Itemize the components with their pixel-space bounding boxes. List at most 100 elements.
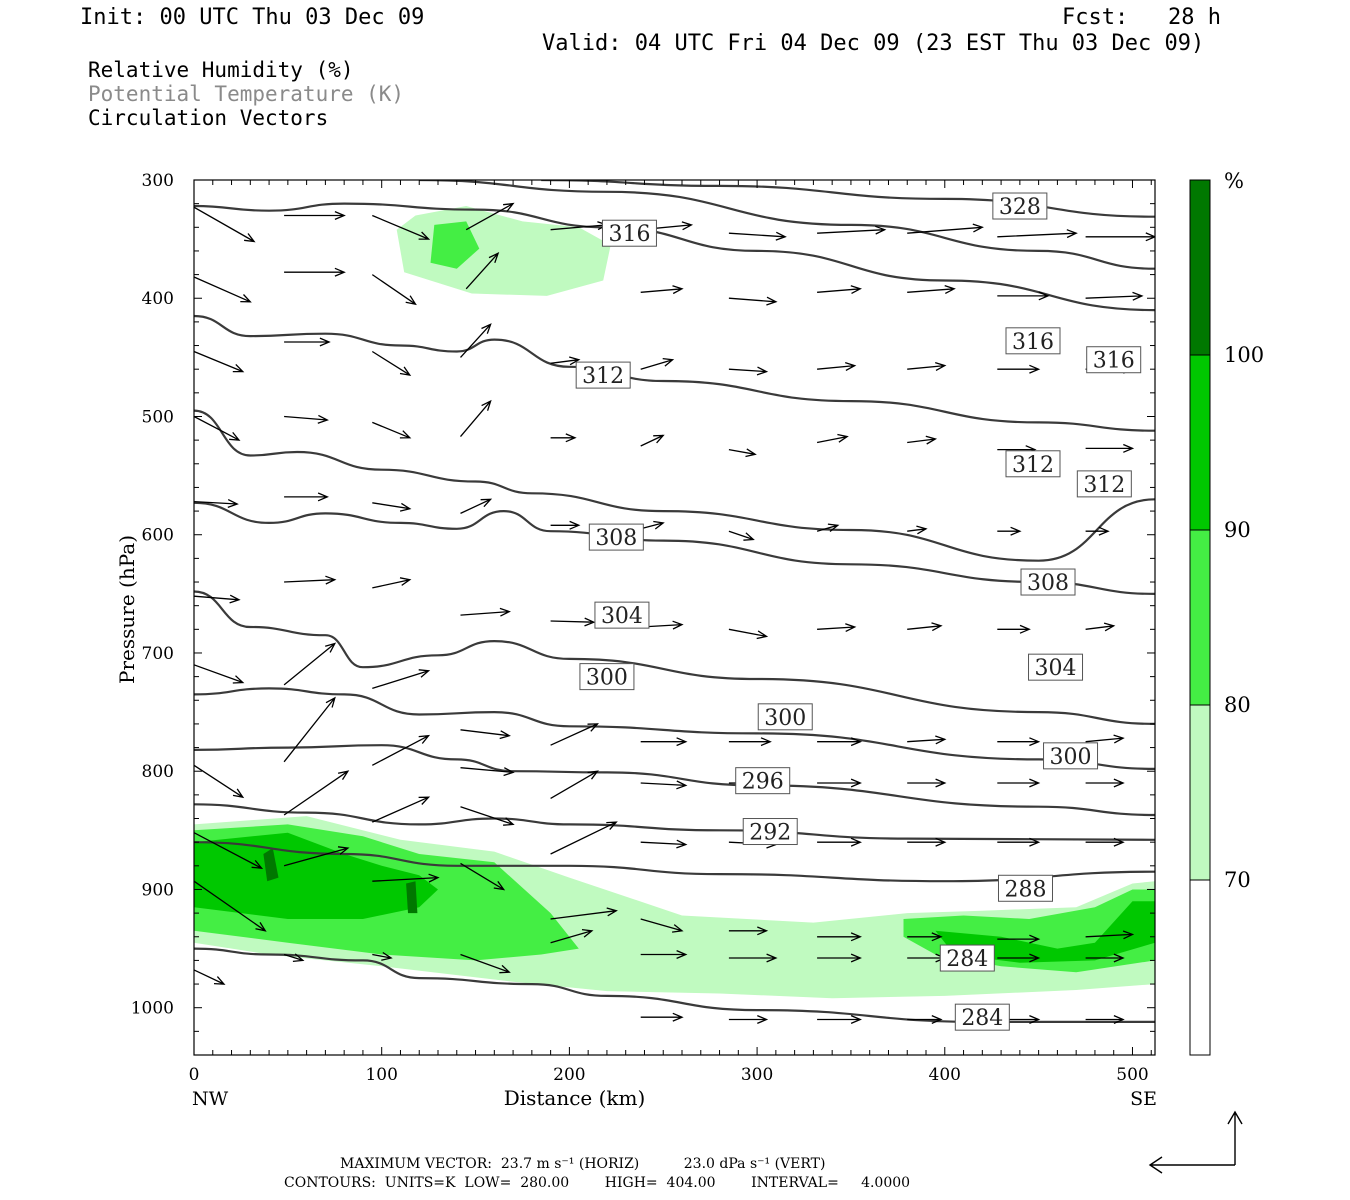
vector-arrow — [194, 415, 241, 441]
vector-arrow — [372, 796, 431, 823]
vector-arrow — [371, 350, 412, 376]
vector-arrow — [550, 433, 577, 443]
rh-region-100 — [406, 881, 418, 914]
isentrope-288 — [194, 841, 1155, 883]
vector-arrow — [640, 1012, 684, 1022]
reference-vector-vertical — [1227, 1110, 1243, 1165]
legend-vectors: Circulation Vectors — [88, 106, 329, 130]
colorbar-segment — [1190, 880, 1210, 1055]
vector-arrow — [640, 285, 684, 295]
contour-label: 292 — [749, 821, 791, 846]
vector-arrow — [550, 907, 618, 920]
vector-arrow — [1085, 734, 1125, 744]
y-axis-label: Pressure (hPa) — [115, 535, 139, 684]
vector-arrow — [550, 928, 594, 944]
vector-arrow — [728, 231, 787, 241]
rh-region-80 — [430, 221, 480, 269]
x-tick-label: 400 — [929, 1065, 961, 1085]
contour-label-box — [939, 944, 995, 972]
vector-arrow — [816, 523, 840, 533]
vector-arrow — [997, 291, 1050, 301]
vector-arrow — [550, 356, 581, 366]
contour-label: 300 — [764, 706, 806, 731]
vector-arrow — [283, 953, 305, 963]
vector-arrow — [284, 267, 346, 277]
vector-arrow — [1085, 291, 1144, 301]
vector-arrow — [372, 577, 412, 589]
colorbar-frame — [1189, 179, 1211, 1056]
vector-arrow — [283, 642, 337, 686]
x-tick-label: 200 — [553, 1065, 585, 1085]
vector-arrow — [284, 492, 329, 502]
vector-arrow — [284, 414, 329, 424]
vector-arrow — [817, 837, 862, 847]
vector-arrow — [817, 1015, 862, 1024]
colorbar-label: 90 — [1224, 518, 1251, 542]
vector-arrow — [460, 862, 506, 891]
contour-label-box — [757, 703, 813, 731]
contour-label-box — [742, 818, 798, 846]
vector-arrow — [640, 620, 684, 630]
vector-arrow — [1085, 622, 1116, 632]
contour-label-box — [997, 874, 1053, 902]
contour-label-box — [1086, 346, 1142, 374]
vector-arrow — [640, 434, 665, 447]
vector-arrow — [460, 498, 493, 514]
vector-arrow — [997, 1015, 1041, 1024]
vector-arrow — [460, 806, 515, 826]
rh-shading — [194, 206, 1155, 999]
y-tick-label: 1000 — [131, 999, 174, 1019]
vector-arrow — [640, 918, 684, 933]
vector-arrow — [907, 622, 943, 632]
contour-label: 300 — [586, 666, 628, 691]
vector-arrow — [550, 821, 618, 855]
vector-arrow — [460, 323, 492, 358]
isentrope-292 — [194, 803, 1155, 841]
contour-label-box — [588, 523, 644, 551]
vector-arrow — [284, 211, 346, 220]
vector-arrow — [460, 953, 511, 974]
contour-label-box — [594, 601, 650, 629]
vector-arrow — [283, 696, 336, 763]
vector-arrow — [194, 276, 252, 303]
contour-label-box — [1005, 450, 1061, 478]
vector-arrow — [194, 350, 245, 373]
vector-arrow — [907, 735, 947, 745]
contour-label-box — [579, 663, 635, 691]
contour-label-box — [735, 767, 791, 795]
y-tick-label: 800 — [142, 762, 174, 782]
vector-arrow — [460, 767, 515, 777]
contour-label-box — [601, 219, 657, 247]
vector-arrow — [997, 778, 1041, 788]
vector-arrow — [640, 839, 688, 849]
vector-arrow — [640, 950, 688, 959]
y-tick-label: 300 — [142, 171, 174, 191]
vector-arrow — [640, 221, 694, 231]
vector-arrow — [907, 932, 943, 942]
x-end-label-se: SE — [1130, 1088, 1157, 1110]
contour-label-box — [1028, 653, 1084, 681]
vector-arrow — [907, 778, 947, 788]
contour-label-box — [992, 192, 1048, 220]
vector-arrow — [816, 433, 849, 444]
colorbar-unit: % — [1224, 169, 1244, 193]
rh-region-80 — [194, 824, 579, 961]
vector-arrow — [1085, 953, 1125, 963]
vector-arrow — [194, 832, 264, 869]
vector-arrow — [817, 932, 862, 942]
contour-label: 328 — [999, 195, 1041, 220]
isentrope-324 — [419, 180, 1155, 270]
rh-region-100 — [263, 848, 279, 882]
vector-arrow — [817, 225, 887, 235]
vector-arrow — [728, 737, 772, 747]
vector-arrow — [907, 525, 928, 535]
vector-arrow — [728, 926, 769, 936]
x-tick-label: 500 — [1116, 1065, 1148, 1085]
vector-arrow — [997, 837, 1041, 847]
vector-arrow — [372, 669, 431, 690]
valid-time: Valid: 04 UTC Fri 04 Dec 09 (23 EST Thu … — [542, 31, 1205, 56]
x-tick-label: 0 — [189, 1065, 200, 1085]
contour-label: 316 — [1093, 349, 1135, 374]
vector-arrow — [907, 953, 947, 963]
